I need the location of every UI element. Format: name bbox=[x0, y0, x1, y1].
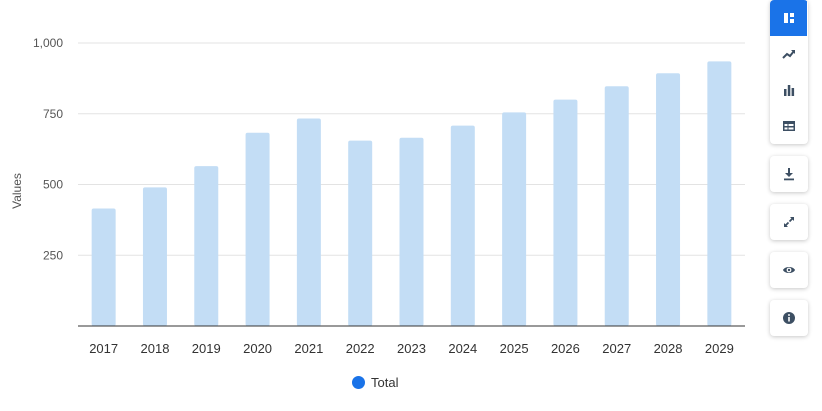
eye-icon bbox=[782, 267, 795, 273]
bar-2021[interactable] bbox=[296, 118, 321, 326]
bar-chart-icon bbox=[783, 85, 794, 96]
bar-2029[interactable] bbox=[707, 61, 732, 327]
x-tick-label: 2026 bbox=[551, 341, 580, 356]
visibility-button[interactable] bbox=[770, 252, 807, 288]
visibility-group bbox=[770, 252, 808, 288]
x-tick-label: 2022 bbox=[346, 341, 375, 356]
legend[interactable]: Total bbox=[352, 375, 398, 390]
bar-2028[interactable] bbox=[656, 73, 681, 326]
chart-toolbar bbox=[770, 0, 808, 348]
y-tick-label: 500 bbox=[43, 178, 63, 192]
info-group bbox=[770, 300, 808, 336]
x-tick-label: 2019 bbox=[192, 341, 221, 356]
bar-2027[interactable] bbox=[604, 86, 629, 326]
table-button[interactable] bbox=[770, 108, 807, 144]
x-tick-label: 2027 bbox=[602, 341, 631, 356]
x-tick-label: 2021 bbox=[294, 341, 323, 356]
bar-2023[interactable] bbox=[399, 137, 424, 326]
x-tick-label: 2020 bbox=[243, 341, 272, 356]
bar-2019[interactable] bbox=[194, 166, 219, 326]
table-icon bbox=[782, 121, 795, 131]
x-tick-label: 2024 bbox=[448, 341, 477, 356]
dashboard-icon bbox=[783, 13, 794, 23]
info-icon bbox=[782, 312, 795, 324]
info-button[interactable] bbox=[770, 300, 807, 336]
download-button[interactable] bbox=[770, 156, 807, 192]
y-tick-label: 250 bbox=[43, 248, 63, 262]
bar-2026[interactable] bbox=[553, 99, 578, 326]
x-tick-label: 2028 bbox=[654, 341, 683, 356]
legend-label-total: Total bbox=[371, 375, 399, 390]
bar-2018[interactable] bbox=[142, 187, 167, 326]
bar-2025[interactable] bbox=[502, 112, 527, 327]
bar-2017[interactable] bbox=[91, 208, 116, 326]
expand-button[interactable] bbox=[770, 204, 807, 240]
y-tick-label: 1,000 bbox=[33, 36, 63, 50]
x-tick-label: 2017 bbox=[89, 341, 118, 356]
view-switcher bbox=[770, 0, 808, 144]
dashboard-button[interactable] bbox=[770, 0, 807, 36]
bar-2024[interactable] bbox=[450, 125, 475, 326]
x-tick-label: 2025 bbox=[500, 341, 529, 356]
line-chart-button[interactable] bbox=[770, 36, 807, 72]
download-group bbox=[770, 156, 808, 192]
bar-chart-button[interactable] bbox=[770, 72, 807, 108]
bar-2020[interactable] bbox=[245, 132, 270, 326]
expand-group bbox=[770, 204, 808, 240]
x-tick-label: 2023 bbox=[397, 341, 426, 356]
y-tick-label: 750 bbox=[43, 107, 63, 121]
download-icon bbox=[783, 168, 794, 181]
x-tick-label: 2029 bbox=[705, 341, 734, 356]
expand-icon bbox=[783, 217, 794, 227]
bar-chart: 250 500 750 1,000 2017 2018 2019 2020 2021 2022 20… bbox=[33, 36, 745, 356]
legend-marker bbox=[352, 376, 365, 389]
line-chart-icon bbox=[781, 50, 795, 59]
bar-2022[interactable] bbox=[348, 140, 373, 326]
x-tick-label: 2018 bbox=[141, 341, 170, 356]
y-axis-label: Values bbox=[10, 173, 24, 209]
